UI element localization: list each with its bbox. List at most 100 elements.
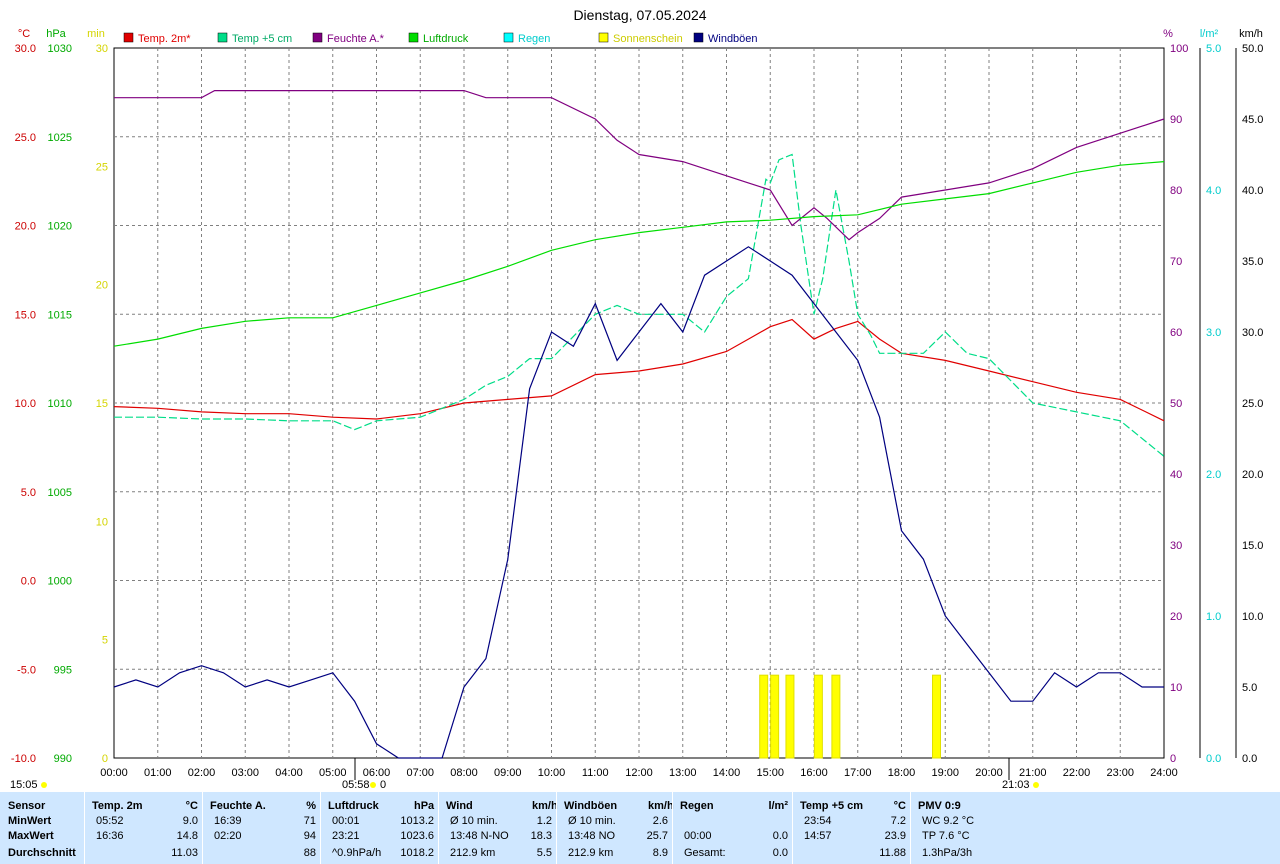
stats-cell-value: 7.2 — [890, 815, 906, 827]
x-tick-label: 13:00 — [669, 767, 697, 779]
sunshine-bar — [932, 674, 941, 759]
legend-label: Temp. 2m* — [138, 33, 191, 45]
sunset-marker: 21:03 — [1002, 779, 1030, 791]
series-line-feuchte-a- — [114, 89, 1165, 241]
stats-cell-label: 05:52 — [96, 815, 124, 827]
stats-cell-label: WC 9.2 °C — [922, 815, 975, 827]
y-tick-label-wind_kmh: 5.0 — [1242, 682, 1257, 694]
legend-label: Regen — [518, 33, 550, 45]
axis-labels: 00:00 01:00 02:00 03:00 04:00 05:00 06:00 07:00… — [11, 28, 1264, 779]
y-tick-label-pressure_hpa: 1005 — [48, 487, 72, 499]
stats-cell-value: 1.2 — [536, 815, 552, 827]
sunrise-marker: 05:58 — [342, 779, 370, 791]
y-tick-label-pressure_hpa: 1010 — [48, 398, 72, 410]
stats-separator — [556, 792, 557, 864]
stats-col-title: Temp. 2m — [92, 800, 143, 812]
stats-cell-value: 1013.2 — [400, 815, 434, 827]
y-tick-label-wind_kmh: 0.0 — [1242, 753, 1257, 765]
stats-cell-value: 9.0 — [182, 815, 198, 827]
sunrise-value: 0 — [380, 779, 386, 791]
stats-cell-label: 212.9 km — [568, 847, 614, 859]
x-tick-label: 10:00 — [538, 767, 566, 779]
y-tick-label-rain_lm2: 5.0 — [1206, 43, 1221, 55]
stats-cell-value: 88 — [303, 847, 316, 859]
stats-col-title: Windböen — [564, 800, 618, 812]
legend-label: Luftdruck — [423, 33, 469, 45]
stats-col-unit: °C — [185, 800, 198, 812]
sunshine-bar — [813, 674, 823, 759]
y-tick-label-wind_kmh: 30.0 — [1242, 327, 1263, 339]
y-tick-label-sun_min: 20 — [96, 280, 108, 292]
stats-cell-value: 8.9 — [652, 847, 668, 859]
stats-separator — [438, 792, 439, 864]
legend-label: Sonnenschein — [613, 33, 683, 45]
stats-col-title: PMV 0:9 — [918, 800, 961, 812]
stats-cell-label: Ø 10 min. — [568, 815, 616, 827]
sunshine-bar — [831, 674, 841, 759]
x-tick-label: 21:00 — [1019, 767, 1047, 779]
stats-col-title: Temp +5 cm — [800, 800, 864, 812]
sunshine-bar — [785, 674, 795, 759]
stats-cell-label: 16:36 — [96, 830, 124, 842]
legend-swatch — [693, 32, 704, 43]
x-tick-label: 05:00 — [319, 767, 347, 779]
y-tick-label-humidity_pct: 100 — [1170, 43, 1188, 55]
stats-col-title: Wind — [446, 800, 473, 812]
stats-cell-label: Gesamt: — [684, 847, 726, 859]
stats-col-unit: km/h — [532, 800, 558, 812]
y-tick-label-sun_min: 10 — [96, 516, 108, 528]
stats-separator — [202, 792, 203, 864]
stats-cell-label: ^0.9hPa/h — [332, 847, 382, 859]
stats-cell-label: 16:39 — [214, 815, 242, 827]
y-tick-label-humidity_pct: 60 — [1170, 327, 1182, 339]
stats-cell-label: 13:48 N-NO — [450, 830, 509, 842]
y-tick-label-wind_kmh: 50.0 — [1242, 43, 1263, 55]
y-tick-label-wind_kmh: 20.0 — [1242, 469, 1263, 481]
y-tick-label-temp_c: 10.0 — [15, 398, 36, 410]
y-tick-label-temp_c: 0.0 — [21, 576, 36, 588]
x-tick-label: 18:00 — [888, 767, 916, 779]
y-tick-label-temp_c: 15.0 — [15, 309, 36, 321]
x-tick-label: 00:00 — [100, 767, 128, 779]
y-tick-label-pressure_hpa: 1025 — [48, 132, 72, 144]
legend-swatch — [503, 32, 514, 43]
y-tick-label-humidity_pct: 90 — [1170, 114, 1182, 126]
stats-cell-value: 11.03 — [171, 847, 198, 859]
y-tick-label-humidity_pct: 50 — [1170, 398, 1182, 410]
stats-cell-label: TP 7.6 °C — [922, 830, 970, 842]
series-line-windb-en — [113, 246, 1164, 759]
x-tick-label: 19:00 — [931, 767, 959, 779]
y-tick-label-sun_min: 25 — [96, 161, 108, 173]
sun-icon — [370, 782, 376, 788]
y-tick-label-wind_kmh: 10.0 — [1242, 611, 1263, 623]
chart-legend: Temp. 2m* Temp +5 cm Feuchte A.* Luftdruck R… — [123, 32, 758, 45]
sun-icon — [1033, 782, 1039, 788]
stats-row-label: Sensor — [8, 800, 46, 812]
axis-unit-sun_min: min — [87, 28, 105, 40]
legend-label: Temp +5 cm — [232, 33, 292, 45]
y-tick-label-humidity_pct: 70 — [1170, 256, 1182, 268]
legend-label: Feuchte A.* — [327, 33, 385, 45]
stats-col-title: Regen — [680, 800, 714, 812]
stats-cell-value: 0.0 — [772, 847, 788, 859]
chart-grid — [113, 47, 1237, 759]
y-tick-label-wind_kmh: 35.0 — [1242, 256, 1263, 268]
legend-swatch — [312, 32, 323, 43]
y-tick-label-wind_kmh: 45.0 — [1242, 114, 1263, 126]
stats-cell-label: 212.9 km — [450, 847, 496, 859]
stats-cell-value: 1023.6 — [400, 830, 434, 842]
x-tick-label: 20:00 — [975, 767, 1003, 779]
y-tick-label-rain_lm2: 4.0 — [1206, 185, 1221, 197]
y-tick-label-sun_min: 0 — [102, 753, 108, 765]
stats-cell-value: 0.0 — [772, 830, 788, 842]
sunshine-bar — [770, 674, 780, 759]
stats-col-unit: % — [306, 800, 316, 812]
stats-cell-value: 94 — [303, 830, 316, 842]
x-tick-label: 16:00 — [800, 767, 828, 779]
y-tick-label-humidity_pct: 10 — [1170, 682, 1182, 694]
legend-swatch — [408, 32, 419, 43]
stats-separator — [320, 792, 321, 864]
stats-row-label: MaxWert — [8, 830, 54, 842]
sunshine-bar — [759, 674, 769, 759]
legend-swatch — [123, 32, 134, 43]
